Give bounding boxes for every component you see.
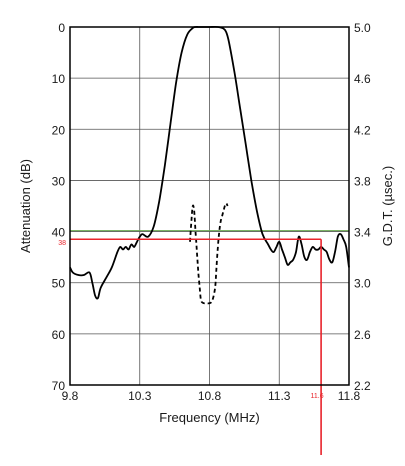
y-right-tick-label: 5.0 — [354, 21, 371, 35]
x-tick-label: 11.8 — [338, 389, 361, 403]
red-horizontal-label: 38 — [58, 240, 66, 247]
y-left-tick-label: 0 — [58, 21, 65, 35]
y-left-axis-label: Attenuation (dB) — [18, 159, 33, 253]
y-left-tick-label: 60 — [52, 328, 66, 342]
y-right-tick-label: 4.6 — [354, 72, 371, 86]
y-right-tick-label: 2.2 — [354, 379, 371, 393]
y-right-tick-label: 3.0 — [354, 277, 371, 291]
y-left-tick-label: 30 — [52, 174, 66, 188]
y-left-tick-label: 50 — [52, 277, 66, 291]
series-line-attenuation — [69, 25, 350, 300]
x-axis-label: Frequency (MHz) — [159, 410, 259, 425]
series-line-gdt — [189, 202, 229, 305]
y-left-tick-label: 70 — [52, 379, 66, 393]
grid-lines — [70, 27, 349, 385]
y-right-tick-label: 3.4 — [354, 226, 371, 240]
y-left-tick-label: 10 — [52, 72, 66, 86]
x-tick-labels: 9.8 10.3 10.8 11.3 11.8 — [62, 389, 361, 403]
x-tick-label: 11.3 — [268, 389, 291, 403]
y-left-tick-label: 20 — [52, 123, 66, 137]
y-right-tick-label: 2.6 — [354, 328, 371, 342]
y-right-tick-label: 4.2 — [354, 123, 371, 137]
x-tick-label: 10.8 — [198, 389, 222, 403]
y-right-tick-label: 3.8 — [354, 174, 371, 188]
x-tick-label: 9.8 — [62, 389, 79, 403]
y-left-tick-labels: 0 10 20 30 40 50 60 70 — [52, 21, 66, 393]
y-left-tick-label: 40 — [52, 226, 66, 240]
series-group — [69, 25, 350, 305]
plot-frame — [69, 26, 350, 386]
y-right-axis-label: G.D.T. (µsec.) — [380, 166, 395, 246]
x-tick-label: 10.3 — [128, 389, 152, 403]
y-right-tick-labels: 5.0 4.6 4.2 3.8 3.4 3.0 2.6 2.2 — [354, 21, 371, 393]
annotations-group: 38 11.6 — [58, 238, 324, 455]
red-vertical-label: 11.6 — [311, 393, 324, 400]
